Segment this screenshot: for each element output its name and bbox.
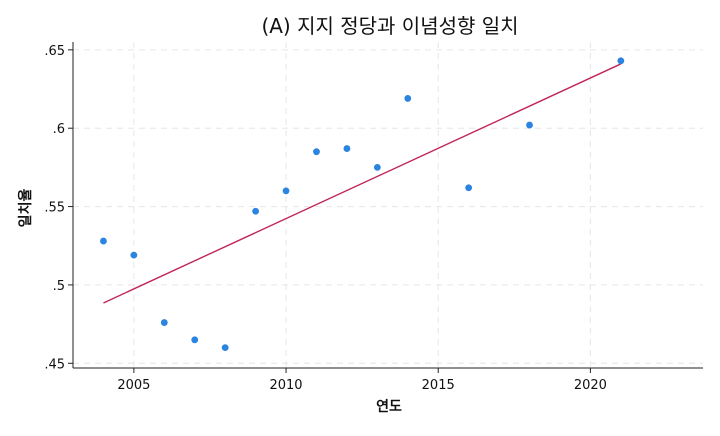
x-tick-label: 2020 [574, 378, 607, 393]
data-point [130, 251, 138, 259]
data-point [252, 207, 260, 215]
data-point [100, 237, 107, 245]
y-axis-label: 일치율 [17, 189, 34, 228]
data-point [617, 57, 625, 65]
axes: 2005 2010 2015 2020 .45 .5 .55 .6 .65 [44, 42, 703, 393]
gridlines [73, 42, 703, 368]
x-tick-label: 2015 [422, 378, 455, 393]
data-point [221, 344, 229, 352]
y-tick-label: .65 [44, 44, 65, 59]
data-points [100, 57, 625, 352]
chart-title: (A) 지지 정당과 이념성향 일치 [261, 14, 518, 38]
x-tick-label: 2010 [269, 378, 302, 393]
data-point [373, 163, 381, 171]
fit-line [103, 63, 622, 304]
fit-lines [103, 63, 622, 304]
y-tick-label: .5 [53, 279, 65, 294]
data-point [160, 319, 168, 326]
x-tick-label: 2005 [117, 378, 150, 393]
data-point [313, 148, 320, 156]
data-point [465, 184, 473, 192]
data-point [526, 121, 533, 129]
data-point [191, 336, 199, 344]
y-tick-label: .6 [53, 122, 65, 137]
data-point [404, 95, 412, 102]
y-tick-label: .45 [44, 357, 65, 372]
data-point [343, 145, 351, 152]
data-point [282, 187, 290, 195]
y-tick-label: .55 [44, 201, 65, 216]
x-axis-label: 연도 [376, 399, 402, 415]
